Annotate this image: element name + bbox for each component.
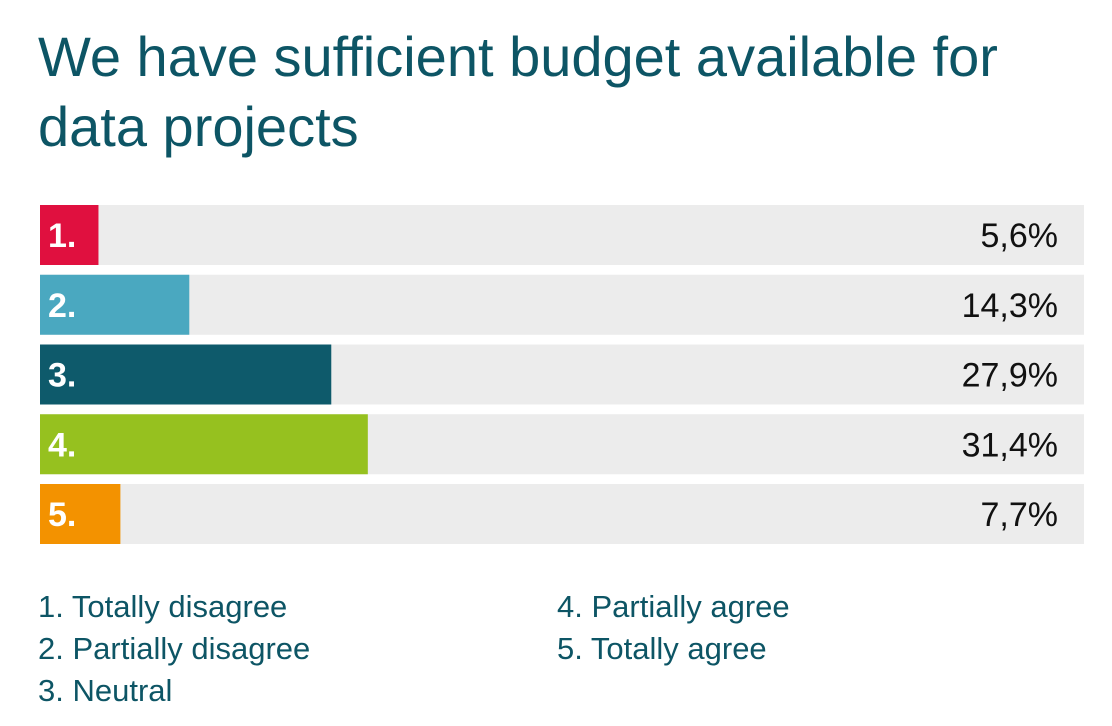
bar-track-5: [40, 484, 1084, 544]
bar-value-label-4: 31,4%: [962, 426, 1058, 464]
legend-item-totally-disagree: 1. Totally disagree: [38, 589, 288, 624]
bar-category-label-4: 4.: [48, 426, 76, 464]
legend-item-partially-agree: 4. Partially agree: [557, 589, 790, 624]
bar-track-2: [40, 274, 1084, 335]
legend-item-partially-disagree: 2. Partially disagree: [38, 631, 311, 666]
legend-right-column: 4. Partially agree 5. Totally agree: [557, 586, 790, 670]
bar-1: [40, 205, 99, 265]
legend-item-totally-agree: 5. Totally agree: [557, 631, 767, 666]
bar-category-label-1: 1.: [48, 217, 76, 255]
bar-5: [40, 484, 121, 544]
bar-value-label-1: 5,6%: [981, 217, 1059, 255]
bar-category-label-2: 2.: [48, 287, 76, 325]
bar-3: [40, 344, 332, 405]
bar-track-1: [40, 205, 1084, 265]
bar-2: [40, 274, 190, 335]
legend-item-neutral: 3. Neutral: [38, 673, 173, 708]
legend-left-column: 1. Totally disagree 2. Partially disagre…: [38, 586, 310, 712]
bar-value-label-5: 7,7%: [981, 496, 1059, 534]
bar-category-label-5: 5.: [48, 496, 76, 534]
chart-title: We have sufficient budget available for …: [38, 25, 998, 158]
bar-category-label-3: 3.: [48, 357, 76, 395]
bar-4: [40, 414, 368, 475]
bar-value-label-3: 27,9%: [962, 357, 1058, 395]
bar-chart: 1. 5,6% 2. 14,3% 3. 27,9% 4. 31,4% 5. 7,7%: [40, 205, 1084, 544]
bar-value-label-2: 14,3%: [962, 287, 1058, 325]
